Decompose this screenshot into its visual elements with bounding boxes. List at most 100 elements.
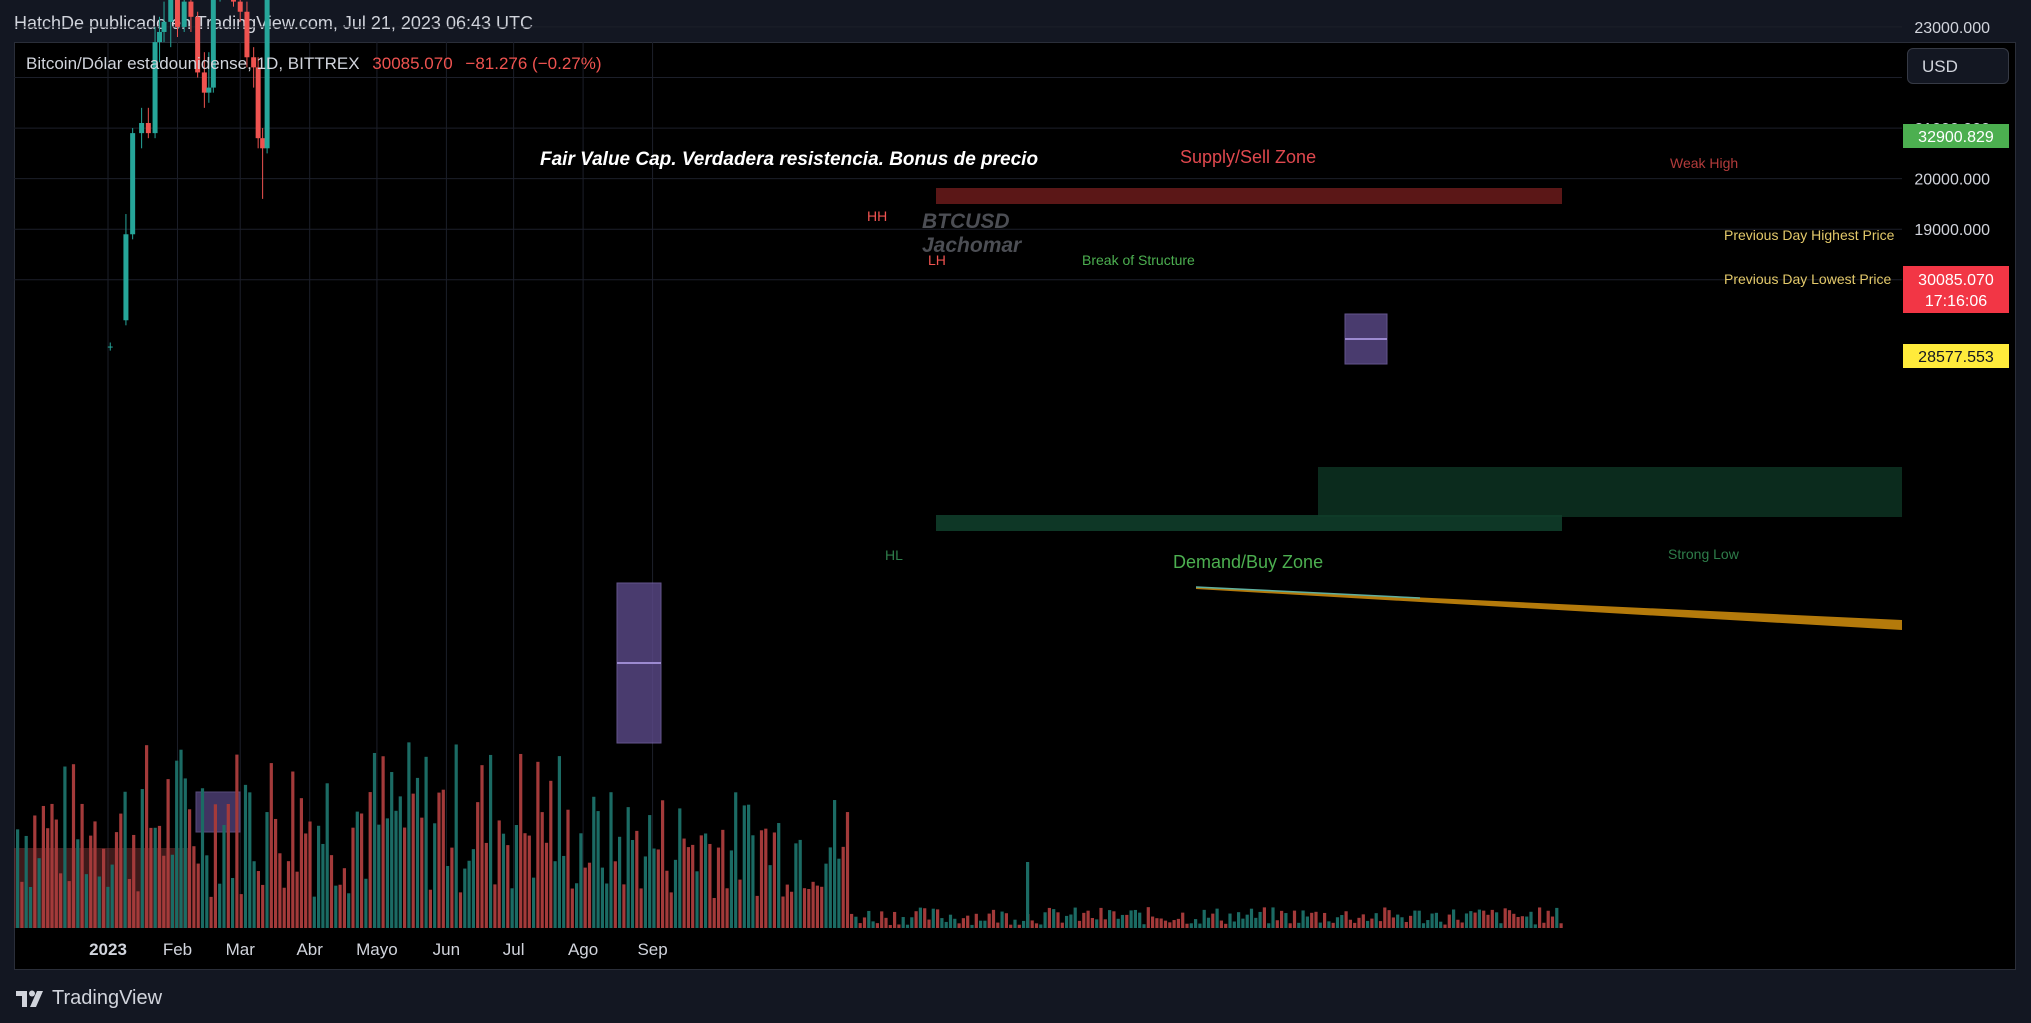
tradingview-icon [16,990,43,1007]
volume-bar [871,921,875,928]
volume-bar [1047,907,1051,928]
volume-bar [626,807,630,928]
volume-bar [575,883,579,928]
candle[interactable] [237,0,243,22]
candle[interactable] [174,0,180,38]
currency-label: USD [1922,57,1958,76]
watermark-symbol: BTCUSD [922,210,1010,233]
previous-day-low-label: Previous Day Lowest Price [1724,271,1892,287]
volume-bar [403,827,407,928]
candle[interactable] [152,26,158,139]
candle[interactable] [123,214,129,326]
fvg-annotation: Fair Value Cap. Verdadera resistencia. B… [540,149,1038,170]
volume-bar [63,766,67,928]
candle-body [130,133,136,235]
volume-bar [1077,920,1082,928]
candle[interactable] [145,107,151,139]
volume-bar [1056,912,1060,928]
volume-bar [256,871,260,928]
candle[interactable] [218,0,223,2]
volume-bar [699,835,703,928]
candle[interactable] [251,47,257,88]
volume-bar [1452,909,1456,928]
volume-bar [678,808,682,928]
candle[interactable] [157,16,163,63]
volume-bar [635,830,639,928]
volume-bar [1228,913,1232,928]
watermark-author: Jachomar [922,234,1023,257]
candle-body [181,1,187,27]
candle-body [139,123,145,134]
volume-bar [901,917,905,928]
volume-bar [966,915,970,928]
volume-bar [897,924,901,928]
volume-bar [222,824,226,928]
candle[interactable] [206,52,212,103]
volume-bar [179,749,183,928]
volume-bar [540,812,544,928]
currency-button[interactable]: USD [1907,48,2009,84]
candle[interactable] [161,1,167,43]
volume-bar [1082,912,1086,928]
candle[interactable] [168,0,174,48]
volume-bar [953,918,957,928]
volume-bar [1026,862,1030,928]
volume-bar [1168,922,1172,928]
volume-bar [1327,921,1331,928]
volume-bar [905,924,910,928]
volume-bar [579,833,583,928]
volume-bar [1546,910,1550,928]
volume-bar [166,779,170,928]
volume-bar [226,804,230,928]
volume-bar [1108,910,1112,928]
candle[interactable] [230,0,236,7]
x-tick-label: Jun [433,940,460,959]
candle[interactable] [264,0,270,154]
candle[interactable] [130,128,136,240]
volume-bar [549,780,553,928]
volume-bar [936,909,940,928]
candle[interactable] [260,128,266,199]
candle[interactable] [195,11,201,78]
volume-bar [213,804,217,928]
candle[interactable] [201,52,207,108]
volume-bar [695,871,699,928]
volume-bar [557,756,561,928]
volume-bar [450,847,454,928]
volume-bar [398,796,402,928]
volume-bar [394,810,398,928]
candle[interactable] [244,1,250,68]
candle-body [195,16,201,73]
candle[interactable] [107,342,113,351]
weak-high-label: Weak High [1670,155,1738,171]
price-badge-mid [1903,344,2009,368]
volume-bar [605,883,609,928]
volume-bar [721,829,725,928]
volume-bar [20,881,24,928]
volume-bar [140,789,144,928]
volume-bar [269,763,273,928]
candle[interactable] [181,0,187,32]
candle[interactable] [210,0,216,93]
volume-bar [833,800,837,928]
volume-bar [497,820,501,928]
volume-bar [1434,912,1438,928]
tradingview-logo[interactable]: TradingView [14,983,162,1013]
x-tick-label: Ago [568,940,598,959]
candle[interactable] [255,57,261,149]
candle[interactable] [188,0,194,32]
volume-bar [162,855,166,928]
candle-body [255,67,261,139]
volume-bar [837,858,841,928]
volume-bar [510,888,514,928]
candle[interactable] [139,107,145,149]
volume-bar [669,892,673,928]
volume-bar [1318,922,1322,928]
volume-bar [1417,910,1421,928]
volume-bar [768,865,772,928]
volume-bar [428,889,432,928]
volume-bar [1163,920,1168,928]
volume-bar [987,913,991,928]
volume-bar [996,922,1000,928]
